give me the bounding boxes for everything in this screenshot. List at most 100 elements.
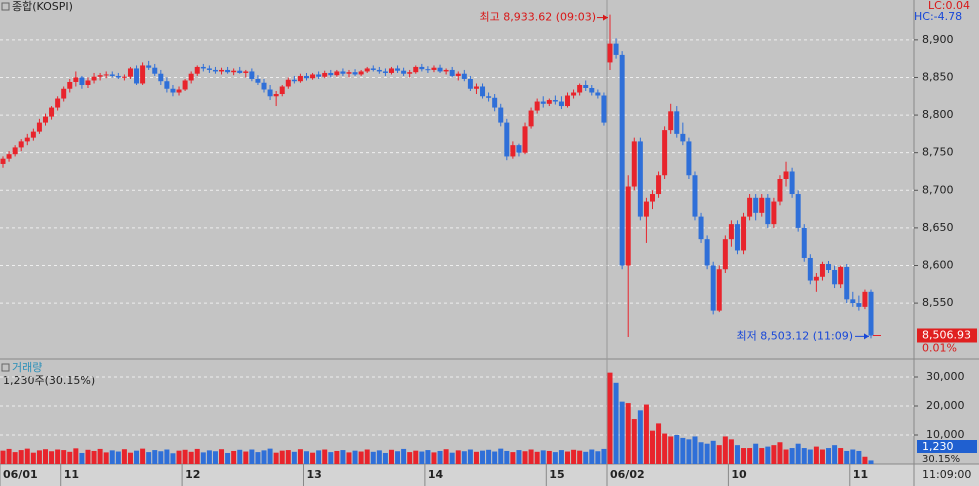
candle-body bbox=[152, 67, 158, 74]
candle-body bbox=[832, 270, 838, 285]
volume-bar bbox=[188, 451, 194, 464]
volume-bar bbox=[91, 450, 97, 464]
x-tick-label: 10 bbox=[731, 468, 747, 481]
volume-bar bbox=[121, 449, 127, 464]
volume-bar bbox=[395, 451, 401, 464]
volume-bar bbox=[692, 436, 698, 464]
volume-bar bbox=[862, 456, 868, 464]
candle-body bbox=[140, 65, 146, 84]
candle-body bbox=[212, 69, 218, 72]
volume-bar bbox=[789, 448, 795, 464]
volume-bar bbox=[856, 450, 862, 464]
candle-body bbox=[534, 101, 540, 111]
last-price-box bbox=[917, 328, 977, 343]
volume-pct-label: 30.15% bbox=[922, 454, 960, 465]
volume-bar bbox=[613, 382, 619, 464]
candle-body bbox=[783, 171, 789, 179]
volume-bar bbox=[170, 453, 176, 464]
volume-bar bbox=[619, 401, 625, 464]
volume-bar bbox=[67, 451, 73, 464]
volume-bar bbox=[328, 452, 334, 464]
candle-body bbox=[121, 76, 127, 78]
candle-body bbox=[674, 111, 680, 134]
lc-label: LC:0.04 bbox=[928, 0, 970, 12]
candle-body bbox=[686, 141, 692, 176]
candle-body bbox=[734, 224, 740, 251]
candle-body bbox=[498, 107, 504, 123]
volume-bar bbox=[334, 450, 340, 464]
volume-bar bbox=[36, 450, 42, 464]
candle-body bbox=[334, 71, 340, 76]
volume-bar bbox=[552, 452, 558, 464]
low-annotation: 최저 8,503.12 (11:09) bbox=[736, 329, 853, 342]
volume-bar bbox=[97, 448, 103, 464]
volume-bar bbox=[146, 452, 152, 464]
volume-bar bbox=[42, 449, 48, 464]
volume-bar bbox=[826, 448, 832, 464]
candle-body bbox=[480, 86, 486, 97]
volume-bar bbox=[461, 451, 467, 464]
candle-body bbox=[146, 65, 152, 68]
volume-bar bbox=[601, 448, 607, 464]
candle-body bbox=[819, 263, 825, 277]
volume-bar bbox=[322, 449, 328, 464]
candle-body bbox=[206, 68, 212, 70]
volume-bar bbox=[352, 450, 358, 464]
candle-body bbox=[850, 299, 856, 304]
volume-bar bbox=[437, 450, 443, 464]
volume-bar bbox=[285, 450, 291, 464]
candle-body bbox=[552, 100, 558, 102]
candle-body bbox=[801, 227, 807, 258]
candle-body bbox=[407, 72, 413, 74]
candle-body bbox=[838, 266, 844, 285]
volume-bar bbox=[85, 449, 91, 464]
volume-bar bbox=[206, 450, 212, 464]
candle-body bbox=[419, 66, 425, 70]
candle-body bbox=[431, 67, 437, 70]
volume-bar bbox=[182, 449, 188, 464]
volume-bar bbox=[722, 436, 728, 464]
last-price-label: 8,506.93 bbox=[922, 328, 971, 341]
candle-body bbox=[467, 78, 473, 89]
candle-body bbox=[449, 69, 455, 76]
volume-bar bbox=[649, 430, 655, 464]
candle-body bbox=[668, 111, 674, 131]
candle-body bbox=[473, 86, 479, 89]
y-tick-label: 8,850 bbox=[922, 70, 954, 83]
candle-body bbox=[164, 81, 170, 89]
volume-bar bbox=[522, 451, 528, 464]
volume-bar bbox=[194, 448, 200, 464]
candle-body bbox=[571, 92, 577, 96]
volume-bar bbox=[631, 419, 637, 464]
candle-body bbox=[352, 72, 358, 75]
volume-bar bbox=[753, 443, 759, 464]
candle-body bbox=[807, 257, 813, 281]
y-tick-label: 8,600 bbox=[922, 258, 954, 271]
candle-body bbox=[565, 95, 571, 107]
volume-bar bbox=[212, 451, 218, 464]
candle-body bbox=[382, 71, 388, 73]
candle-body bbox=[322, 72, 328, 77]
volume-bar bbox=[261, 450, 267, 464]
candle-body bbox=[388, 68, 394, 73]
x-tick-label: 13 bbox=[307, 468, 322, 481]
volume-bar bbox=[225, 452, 231, 464]
volume-bar bbox=[79, 452, 85, 464]
candle-body bbox=[6, 154, 12, 159]
candle-body bbox=[437, 67, 443, 72]
volume-bar bbox=[844, 450, 850, 464]
volume-bar bbox=[176, 450, 182, 464]
y-tick-label: 8,700 bbox=[922, 183, 954, 196]
candle-body bbox=[358, 71, 364, 75]
volume-bar bbox=[698, 442, 704, 464]
candle-body bbox=[595, 92, 601, 96]
volume-bar bbox=[449, 452, 455, 464]
volume-bar bbox=[577, 450, 583, 464]
candle-body bbox=[795, 194, 801, 228]
y-tick-label: 8,650 bbox=[922, 221, 954, 234]
y-tick-label: 10,000 bbox=[926, 428, 965, 441]
candle-body bbox=[328, 72, 334, 76]
low-arrowhead bbox=[864, 333, 870, 340]
candle-body bbox=[267, 89, 273, 97]
candle-body bbox=[443, 69, 449, 72]
